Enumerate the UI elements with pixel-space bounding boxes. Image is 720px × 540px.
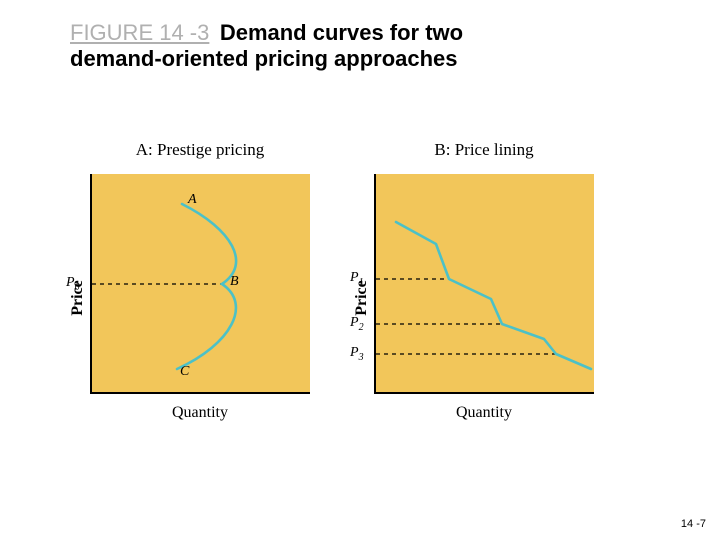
panel-a-title: A: Prestige pricing	[90, 140, 310, 160]
figure-title-line1: FIGURE 14 -3 Demand curves for two	[70, 20, 650, 46]
panel-a-plot-wrap: Price P0ABC Quantity	[90, 174, 310, 422]
figure-title-text-1: Demand curves for two	[220, 20, 463, 45]
figure-label: FIGURE 14 -3	[70, 20, 209, 45]
panel-a-ytick-p0: P0	[66, 275, 80, 293]
panel-a-x-axis-label: Quantity	[90, 404, 310, 422]
panel-b-plot-area: P1P2P3	[374, 174, 594, 394]
figure-header: FIGURE 14 -3 Demand curves for two deman…	[70, 20, 650, 72]
panel-b: B: Price lining Price P1P2P3 Quantity	[374, 140, 594, 470]
panel-a: A: Prestige pricing Price P0ABC Quantity	[90, 140, 310, 470]
panel-b-ytick-p1: P1	[350, 270, 364, 288]
panel-a-point-label-a: A	[188, 192, 197, 208]
figure-title-line2: demand-oriented pricing approaches	[70, 46, 650, 72]
panel-b-x-axis-label: Quantity	[374, 404, 594, 422]
panel-a-plot-area: P0ABC	[90, 174, 310, 394]
panels-container: A: Prestige pricing Price P0ABC Quantity…	[90, 140, 660, 470]
panel-a-point-label-c: C	[180, 364, 189, 380]
panel-b-ytick-p2: P2	[350, 315, 364, 333]
panel-a-point-label-b: B	[230, 274, 239, 290]
panel-b-ytick-p3: P3	[350, 345, 364, 363]
page-number: 14 -7	[681, 518, 706, 530]
panel-b-plot-wrap: Price P1P2P3 Quantity	[374, 174, 594, 422]
panel-b-title: B: Price lining	[374, 140, 594, 160]
